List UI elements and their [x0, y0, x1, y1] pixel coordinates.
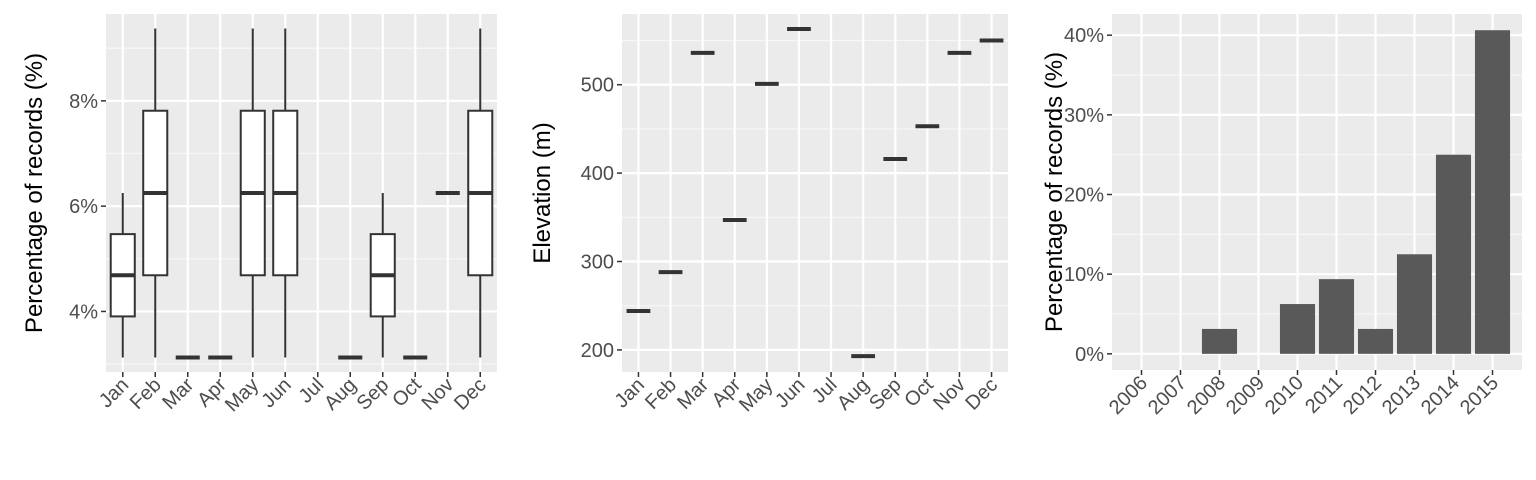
y-tick-label: 10% [1064, 264, 1104, 286]
x-tick-label: 2014 [1417, 372, 1464, 419]
x-tick-label: Feb [126, 374, 166, 414]
bar-2008 [1201, 328, 1238, 354]
x-tick-label: Aug [833, 374, 874, 415]
y-axis-title: Percentage of records (%) [1041, 52, 1068, 332]
x-tick-label: Oct [388, 374, 426, 412]
x-tick-label: Sep [865, 374, 906, 415]
x-tick-label: Nov [418, 374, 459, 415]
y-tick-label: 0% [1075, 344, 1104, 366]
bar-2010 [1279, 304, 1316, 354]
bar-2015 [1474, 30, 1511, 354]
x-tick-label: Jan [611, 374, 649, 412]
x-tick-label: 2013 [1378, 372, 1425, 419]
x-tick-label: 2008 [1183, 372, 1230, 419]
y-tick-label: 400 [581, 163, 614, 185]
x-tick-label: Aug [320, 374, 361, 415]
x-tick-label: Feb [641, 374, 681, 414]
x-tick-label: 2006 [1105, 372, 1152, 419]
y-tick-label: 6% [69, 196, 98, 218]
monthly-elevation-boxplot: 200300400500JanFebMarAprMayJunJulAugSepO… [529, 14, 1008, 416]
box-jun [272, 28, 299, 358]
x-tick-label: May [221, 374, 263, 416]
y-tick-label: 200 [581, 340, 614, 362]
x-tick-label: 2007 [1144, 372, 1191, 419]
panel-background [622, 14, 1008, 372]
x-tick-label: Jun [771, 374, 809, 412]
x-tick-label: 2010 [1261, 372, 1308, 419]
y-tick-label: 4% [69, 301, 98, 323]
x-tick-label: Dec [450, 374, 491, 415]
bar-2013 [1396, 254, 1433, 354]
bar-2011 [1318, 279, 1355, 354]
y-tick-label: 500 [581, 75, 614, 97]
x-tick-label: 2009 [1222, 372, 1269, 419]
x-tick-label: Jun [257, 374, 295, 412]
x-tick-label: Dec [961, 374, 1002, 415]
y-axis-title: Elevation (m) [529, 122, 556, 263]
x-tick-label: May [735, 374, 777, 416]
x-tick-label: Mar [158, 374, 198, 414]
x-tick-label: Nov [929, 374, 970, 415]
box-feb [142, 28, 169, 358]
x-tick-label: Jan [95, 374, 133, 412]
y-tick-label: 40% [1064, 25, 1104, 47]
y-tick-label: 8% [69, 91, 98, 113]
box-jan [109, 193, 136, 358]
bar-2012 [1357, 328, 1394, 354]
x-tick-label: Mar [673, 374, 713, 414]
y-axis-title: Percentage of records (%) [21, 53, 48, 333]
x-tick-label: Sep [353, 374, 394, 415]
yearly-percentage-bar-chart: 0%10%20%30%40%20062007200820092010201120… [1041, 14, 1522, 419]
box-may [239, 28, 266, 358]
y-tick-label: 20% [1064, 185, 1104, 207]
y-tick-label: 30% [1064, 105, 1104, 127]
x-tick-label: 2012 [1339, 372, 1386, 419]
box-sep [369, 193, 396, 358]
x-tick-label: 2015 [1456, 372, 1503, 419]
x-tick-label: Oct [900, 374, 938, 412]
x-tick-label: 2011 [1301, 372, 1347, 418]
bar-2014 [1435, 154, 1472, 354]
monthly-percentage-boxplot: 4%6%8%JanFebMarAprMayJunJulAugSepOctNovD… [21, 14, 497, 416]
box-dec [467, 28, 494, 358]
y-tick-label: 300 [581, 252, 614, 274]
